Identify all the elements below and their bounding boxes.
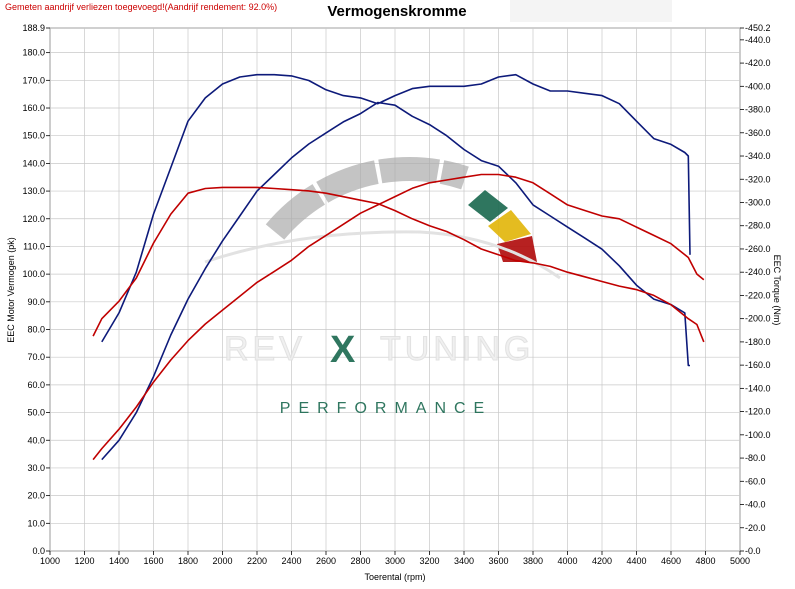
y-right-tick-label: -240.0 xyxy=(745,267,771,277)
x-axis-label: Toerental (rpm) xyxy=(364,572,425,582)
x-tick-label: 3400 xyxy=(454,556,474,566)
x-tick-label: 4000 xyxy=(557,556,577,566)
y-left-axis-label: EEC Motor Vermogen (pk) xyxy=(6,237,16,343)
y-left-tick-label: 100.0 xyxy=(22,269,45,279)
y-right-tick-label: -100.0 xyxy=(745,430,771,440)
y-right-tick-label: -60.0 xyxy=(745,476,766,486)
series-line-tuned_power xyxy=(101,101,690,461)
y-left-tick-label: 160.0 xyxy=(22,103,45,113)
y-right-axis-label: EEC Torque (Nm) xyxy=(772,255,782,326)
x-tick-label: 1800 xyxy=(178,556,198,566)
x-tick-label: 1400 xyxy=(109,556,129,566)
y-right-tick-label: -420.0 xyxy=(745,58,771,68)
axis-ticks: 1000 1200 1400 1600 1800 2000 2200 2400 2600 2800… xyxy=(22,23,770,566)
y-right-tick-label: -400.0 xyxy=(745,81,771,91)
y-left-tick-label: 170.0 xyxy=(22,75,45,85)
x-tick-label: 4800 xyxy=(695,556,715,566)
x-tick-label: 2800 xyxy=(350,556,370,566)
watermark-arc-red xyxy=(497,236,537,262)
y-left-tick-label: 60.0 xyxy=(27,380,45,390)
x-tick-label: 1600 xyxy=(143,556,163,566)
header-panel xyxy=(510,0,672,22)
series-lines xyxy=(92,73,705,461)
watermark-brand-x: X xyxy=(330,329,356,371)
series-line-stock_torque xyxy=(92,186,705,343)
y-right-tick-label: -360.0 xyxy=(745,128,771,138)
drivetrain-note: Gemeten aandrijf verliezen toegevoegd!(A… xyxy=(5,2,277,12)
watermark-arc-yellow xyxy=(488,210,531,242)
x-tick-label: 4200 xyxy=(592,556,612,566)
x-tick-label: 1200 xyxy=(74,556,94,566)
y-right-tick-label: -0.0 xyxy=(745,546,761,556)
y-right-tick-label: -20.0 xyxy=(745,523,766,533)
y-left-tick-label: 188.9 xyxy=(22,23,45,33)
y-left-tick-label: 70.0 xyxy=(27,352,45,362)
y-right-tick-label: -440.0 xyxy=(745,35,771,45)
grid xyxy=(49,27,741,552)
x-tick-label: 5000 xyxy=(730,556,750,566)
y-right-tick-label: -180.0 xyxy=(745,337,771,347)
y-left-tick-label: 180.0 xyxy=(22,48,45,58)
x-tick-label: 2200 xyxy=(247,556,267,566)
y-right-tick-label: -200.0 xyxy=(745,314,771,324)
y-right-tick-label: -80.0 xyxy=(745,453,766,463)
y-right-tick-label: -220.0 xyxy=(745,290,771,300)
y-right-tick-label: -320.0 xyxy=(745,174,771,184)
x-tick-label: 3600 xyxy=(488,556,508,566)
revx-watermark: REV X TUNING PERFORMANCE xyxy=(204,157,561,417)
series-line-tuned_torque xyxy=(101,73,691,343)
y-left-tick-label: 130.0 xyxy=(22,186,45,196)
y-right-tick-label: -140.0 xyxy=(745,383,771,393)
watermark-subtitle: PERFORMANCE xyxy=(280,400,492,417)
x-tick-label: 2400 xyxy=(281,556,301,566)
y-right-tick-label: -160.0 xyxy=(745,360,771,370)
watermark-arc-green xyxy=(468,190,508,222)
y-right-tick-label: -260.0 xyxy=(745,244,771,254)
chart-title: Vermogenskromme xyxy=(327,3,466,20)
watermark-arc-grey xyxy=(265,157,469,240)
y-left-tick-label: 150.0 xyxy=(22,131,45,141)
y-left-tick-label: 90.0 xyxy=(27,297,45,307)
y-left-tick-label: 110.0 xyxy=(23,241,45,251)
y-left-tick-label: 0.0 xyxy=(32,546,45,556)
y-right-tick-label: -380.0 xyxy=(745,105,771,115)
y-right-tick-label: -450.2 xyxy=(745,23,771,33)
y-right-tick-label: -280.0 xyxy=(745,221,771,231)
y-left-tick-label: 50.0 xyxy=(27,408,45,418)
x-tick-label: 2600 xyxy=(316,556,336,566)
x-tick-label: 2000 xyxy=(212,556,232,566)
series-line-stock_power xyxy=(92,173,705,461)
y-right-tick-label: -120.0 xyxy=(745,407,771,417)
x-tick-label: 3000 xyxy=(385,556,405,566)
y-left-tick-label: 120.0 xyxy=(22,214,45,224)
x-tick-label: 3200 xyxy=(419,556,439,566)
y-left-tick-label: 10.0 xyxy=(27,518,45,528)
y-left-tick-label: 40.0 xyxy=(27,435,45,445)
x-tick-label: 4400 xyxy=(626,556,646,566)
y-right-tick-label: -40.0 xyxy=(745,500,766,510)
y-right-tick-label: -300.0 xyxy=(745,197,771,207)
y-left-tick-label: 80.0 xyxy=(27,325,45,335)
watermark-brand-left: REV xyxy=(224,330,306,368)
y-left-tick-label: 20.0 xyxy=(27,491,45,501)
x-tick-label: 3800 xyxy=(523,556,543,566)
watermark-brand-right: TUNING xyxy=(380,330,534,368)
x-tick-label: 1000 xyxy=(40,556,60,566)
y-left-tick-label: 140.0 xyxy=(22,158,45,168)
y-right-tick-label: -340.0 xyxy=(745,151,771,161)
y-left-tick-label: 30.0 xyxy=(27,463,45,473)
x-tick-label: 4600 xyxy=(661,556,681,566)
watermark-car-outline xyxy=(204,230,561,280)
